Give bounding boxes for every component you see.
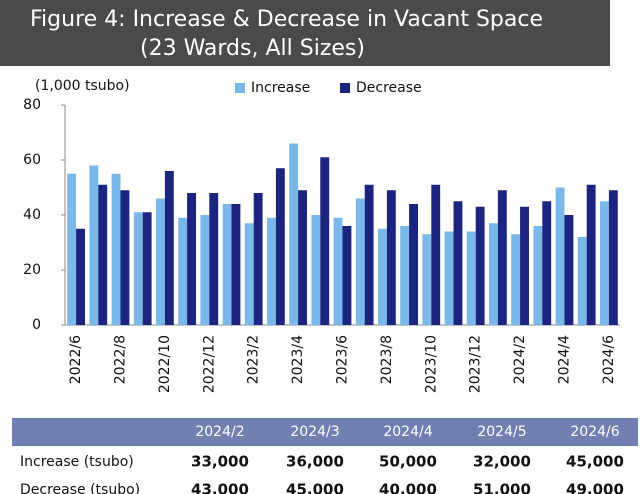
bar — [511, 234, 521, 325]
x-tick-label: 2024/2 — [512, 335, 528, 384]
bar — [231, 204, 241, 325]
bar — [400, 226, 410, 325]
table-header: 2024/5 — [477, 424, 526, 440]
row-label: Increase (tsubo) — [20, 454, 134, 470]
x-tick-label: 2023/12 — [468, 335, 484, 393]
y-tick-label: 0 — [32, 317, 41, 333]
table-header: 2024/3 — [290, 424, 339, 440]
x-tick-label: 2022/8 — [113, 335, 129, 384]
legend-label: Decrease — [356, 80, 422, 96]
bar — [200, 215, 210, 325]
bar — [533, 226, 543, 325]
table-header-bg — [12, 418, 638, 446]
x-tick-label: 2024/4 — [557, 335, 573, 384]
y-axis-label: (1,000 tsubo) — [35, 78, 130, 94]
legend-swatch — [340, 83, 350, 93]
bar — [275, 168, 285, 325]
table-cell: 49,000 — [566, 481, 624, 494]
bar — [466, 231, 476, 325]
y-tick-label: 80 — [23, 97, 41, 113]
bar — [178, 217, 188, 325]
bar — [378, 228, 387, 325]
bar — [520, 206, 529, 325]
bar — [67, 173, 77, 325]
bar — [422, 234, 432, 325]
bar — [542, 201, 552, 325]
bar — [586, 184, 596, 325]
chart-subtitle: (23 Wards, All Sizes) — [140, 36, 365, 61]
y-tick-label: 20 — [23, 262, 41, 278]
bar — [289, 143, 299, 325]
bar — [142, 212, 152, 325]
bar — [298, 190, 307, 325]
bar — [431, 184, 441, 325]
bar — [409, 204, 418, 325]
bar — [453, 201, 463, 325]
bar — [187, 193, 196, 325]
bar — [209, 193, 219, 325]
bar — [475, 206, 485, 325]
table-header: 2024/6 — [570, 424, 619, 440]
y-tick-label: 60 — [23, 152, 41, 168]
legend-swatch — [235, 83, 245, 93]
x-tick-label: 2023/6 — [335, 335, 351, 384]
table-header: 2024/2 — [195, 424, 244, 440]
bar — [111, 173, 121, 325]
table-cell: 40,000 — [379, 481, 437, 494]
bar — [222, 204, 232, 325]
table-header: 2024/4 — [383, 424, 432, 440]
x-tick-label: 2023/2 — [246, 335, 262, 384]
bar — [555, 187, 565, 325]
bar — [333, 217, 343, 325]
table-cell: 50,000 — [379, 453, 437, 471]
table-cell: 36,000 — [286, 453, 344, 471]
x-tick-label: 2022/6 — [68, 335, 84, 384]
table-cell: 51,000 — [473, 481, 531, 494]
bar — [600, 201, 609, 325]
x-tick-label: 2023/8 — [379, 335, 395, 384]
bar — [342, 226, 352, 325]
bar — [386, 190, 396, 325]
bar — [164, 171, 174, 325]
table-cell: 33,000 — [191, 453, 249, 471]
title-banner — [0, 0, 610, 66]
bar — [267, 217, 276, 325]
y-tick-label: 40 — [23, 207, 41, 223]
bar — [608, 190, 618, 325]
x-tick-label: 2022/10 — [157, 335, 173, 393]
bar — [120, 190, 130, 325]
bar — [577, 237, 587, 325]
x-tick-label: 2024/6 — [601, 335, 617, 384]
bar — [444, 231, 454, 325]
bar — [156, 198, 165, 325]
bar — [76, 228, 85, 325]
bar — [355, 198, 365, 325]
bar — [311, 215, 321, 325]
bar — [489, 223, 498, 325]
table-cell: 45,000 — [286, 481, 344, 494]
x-tick-label: 2022/12 — [201, 335, 217, 393]
bar — [320, 157, 330, 325]
bar — [564, 215, 574, 325]
table-cell: 45,000 — [566, 453, 624, 471]
chart-title: Figure 4: Increase & Decrease in Vacant … — [30, 7, 543, 32]
legend-label: Increase — [251, 80, 310, 96]
row-label: Decrease (tsubo) — [20, 482, 140, 494]
bar — [253, 193, 263, 325]
bar — [364, 184, 374, 325]
bar — [497, 190, 507, 325]
table-cell: 32,000 — [473, 453, 531, 471]
x-tick-label: 2023/10 — [423, 335, 439, 393]
bar — [133, 212, 143, 325]
bar — [98, 184, 108, 325]
x-tick-label: 2023/4 — [290, 335, 306, 384]
bar — [244, 223, 254, 325]
bar — [89, 165, 99, 325]
table-cell: 43,000 — [191, 481, 249, 494]
